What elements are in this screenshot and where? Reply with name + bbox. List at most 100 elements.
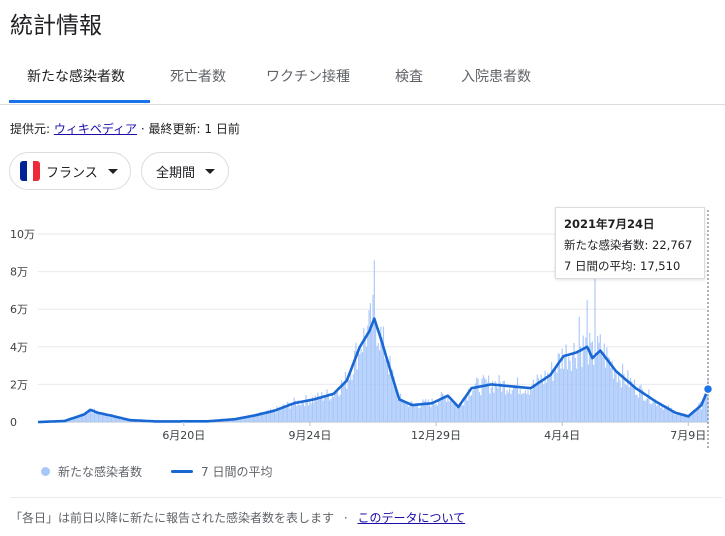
case-bar — [80, 413, 82, 422]
case-bar — [468, 389, 470, 422]
tooltip-cases-label: 新たな感染者数: — [564, 238, 649, 252]
case-bar — [411, 402, 413, 422]
case-bar — [101, 413, 103, 422]
period-select[interactable]: 全期間 — [141, 152, 229, 190]
case-bar — [280, 408, 282, 422]
case-bar — [82, 414, 84, 422]
case-bar — [547, 372, 549, 422]
case-bar — [453, 402, 456, 422]
case-bar — [540, 374, 542, 422]
case-bar — [363, 327, 365, 422]
case-bar — [640, 384, 642, 422]
source-link[interactable]: ウィキペディア — [53, 122, 138, 136]
case-bar — [432, 403, 434, 422]
footer: 「各日」は前日以降に新たに報告された感染者数を表します · このデータについて — [10, 509, 465, 526]
case-bar — [541, 380, 544, 422]
case-bar — [666, 406, 668, 422]
case-bar — [599, 334, 601, 422]
case-bar — [310, 403, 312, 422]
country-select[interactable]: フランス — [9, 152, 131, 190]
case-bar — [254, 415, 256, 422]
x-tick-label: 4月4日 — [544, 429, 580, 442]
case-bar — [410, 400, 412, 422]
case-bar — [121, 418, 123, 422]
case-bar — [343, 381, 345, 422]
case-bar — [284, 406, 286, 422]
case-bar — [461, 405, 463, 422]
case-bar — [289, 408, 291, 422]
tab-new-cases[interactable]: 新たな感染者数 — [27, 69, 125, 85]
tooltip-cases-value: 22,767 — [652, 238, 693, 252]
case-bar — [493, 392, 495, 422]
case-bar — [397, 399, 399, 422]
tab-deaths[interactable]: 死亡者数 — [170, 69, 226, 85]
case-bar — [624, 384, 626, 422]
case-bar — [515, 385, 517, 422]
case-bar — [668, 405, 670, 422]
case-bar — [692, 412, 695, 422]
case-bar — [117, 417, 119, 422]
case-bar — [477, 378, 479, 422]
case-bar — [352, 374, 354, 422]
case-bar — [116, 415, 118, 422]
case-bar — [537, 378, 540, 422]
case-bar — [301, 400, 303, 422]
country-label: フランス — [46, 165, 98, 181]
case-bar — [457, 405, 459, 422]
cases-chart[interactable]: 0 2万 4万 6万 8万 10万 6月20日 9月24日 12月29日 4月4日 7月9日 — [0, 200, 725, 460]
case-bar — [409, 404, 411, 422]
y-tick-label: 8万 — [10, 266, 28, 279]
case-bar — [549, 374, 551, 422]
case-bar — [611, 360, 613, 422]
case-bar — [419, 407, 421, 422]
case-bar — [629, 377, 632, 422]
case-bar — [658, 403, 660, 422]
case-bar — [604, 367, 607, 422]
case-bar — [544, 370, 546, 422]
case-bar — [300, 404, 302, 422]
case-bar — [570, 370, 572, 422]
case-bar — [460, 402, 462, 422]
tab-vaccinations[interactable]: ワクチン接種 — [266, 69, 350, 85]
case-bar — [519, 389, 521, 422]
case-bar — [91, 411, 93, 422]
case-bar — [560, 368, 562, 422]
case-bar — [247, 416, 249, 422]
case-bar — [344, 372, 346, 422]
case-bar — [273, 410, 276, 422]
case-bar — [657, 404, 659, 422]
case-bar — [235, 419, 237, 422]
case-bar — [304, 406, 306, 422]
case-bar — [699, 401, 701, 422]
case-bar — [488, 375, 490, 422]
case-bar — [403, 403, 406, 422]
case-bar — [586, 299, 588, 422]
case-bar — [285, 406, 287, 422]
y-tick-label: 2万 — [10, 378, 28, 391]
case-bar — [695, 410, 697, 422]
case-bar — [625, 385, 628, 422]
x-tick-label: 6月20日 — [162, 429, 205, 442]
case-bar — [95, 413, 97, 422]
case-bar — [472, 390, 474, 422]
france-flag-icon — [20, 161, 40, 181]
case-bar — [585, 337, 587, 422]
case-bar — [687, 417, 689, 422]
case-bar — [490, 387, 492, 422]
case-bar — [367, 325, 369, 422]
tab-hospitalizations[interactable]: 入院患者数 — [461, 69, 531, 85]
case-bar — [607, 356, 609, 422]
case-bar — [99, 414, 101, 422]
case-bar — [296, 405, 298, 422]
legend-line-label: 7 日間の平均 — [201, 465, 273, 479]
about-data-link[interactable]: このデータについて — [357, 511, 466, 525]
case-bar — [103, 412, 105, 422]
legend-line: 7 日間の平均 — [171, 463, 272, 480]
case-bar — [338, 396, 340, 422]
case-bar — [662, 409, 664, 422]
case-bar — [348, 379, 350, 422]
case-bar — [518, 394, 520, 422]
tab-tests[interactable]: 検査 — [395, 69, 423, 85]
case-bar — [326, 389, 328, 422]
case-bar — [685, 414, 687, 422]
